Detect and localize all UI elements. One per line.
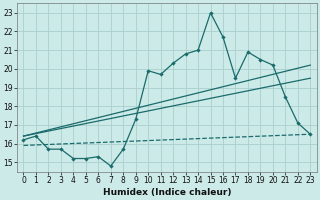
X-axis label: Humidex (Indice chaleur): Humidex (Indice chaleur) [103, 188, 231, 197]
